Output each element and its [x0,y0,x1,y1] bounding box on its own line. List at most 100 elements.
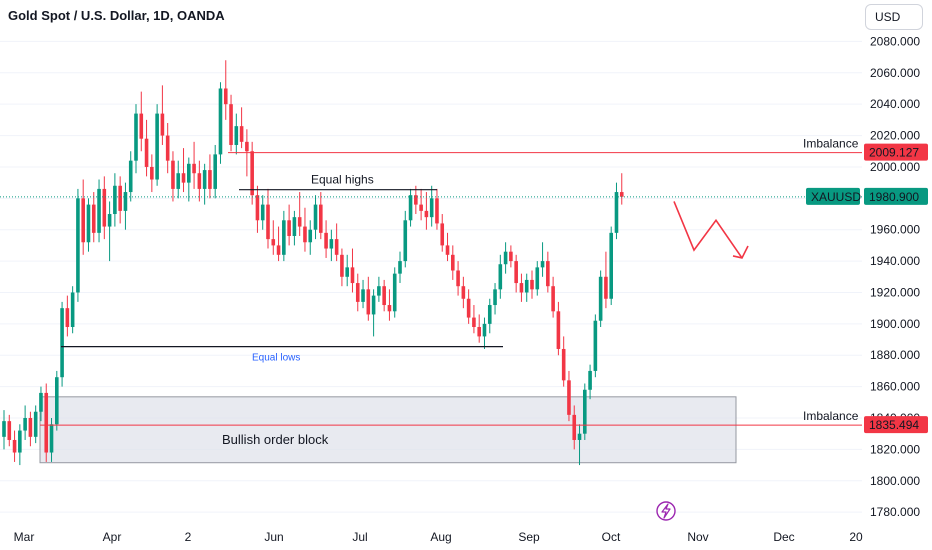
price-tick-label: 1800.000 [870,474,920,488]
projection-arrow-head [732,245,749,259]
candles-layer [2,60,624,466]
candle-body [487,305,492,324]
symbol-tag-label: XAUUSD [811,190,861,204]
candle-body [65,308,70,327]
candle-body [440,223,445,246]
candle-body [424,210,429,218]
candle-body [377,286,381,296]
candle-body [604,276,608,299]
imbalance-upper-price-value: 2009.127 [869,146,919,160]
candle-body [70,292,75,327]
candle-body [392,273,397,312]
price-tick-label: 1940.000 [870,254,920,268]
candle-body [271,239,276,246]
candle-body [239,126,244,142]
candle-body [503,251,508,265]
candle-body [514,261,518,284]
candle-body [429,198,434,218]
candle-body [466,298,471,318]
candle-body [213,154,217,189]
candle-body [102,188,107,227]
candle-body [134,113,138,161]
imbalance-lower-price-value: 1835.494 [869,418,919,432]
imbalance-upper-label: Imbalance [803,137,859,151]
candle-body [49,424,54,453]
candle-body [472,317,476,327]
candle-body [234,126,239,145]
candle-body [18,430,22,453]
candle-body [250,151,254,196]
candle-body [39,392,43,412]
current-price-tag: 1980.900 [864,187,928,205]
candle-body [598,276,603,321]
candle-body [44,392,49,453]
lightning-icon[interactable] [656,501,676,521]
candle-body [139,113,144,139]
chart-title: Gold Spot / U.S. Dollar, 1D, OANDA [8,8,225,23]
candle-body [223,88,228,105]
candle-body [445,245,450,255]
time-axis[interactable]: Mar Apr 2 Jun Jul Aug Sep Oct Nov Dec 20 [14,530,863,544]
candle-body [23,418,27,431]
candle-body [361,289,365,302]
price-tick-label: 1920.000 [870,285,920,299]
current-price-value: 1980.900 [869,190,919,204]
candle-body [313,204,318,230]
price-tick-label: 2020.000 [870,129,920,143]
candle-body [60,308,64,378]
candle-body [477,326,481,337]
candle-body [97,188,101,233]
candle-body [107,214,112,227]
candle-body [303,226,307,243]
candle-body [319,204,323,233]
candle-body [155,113,159,180]
price-axis[interactable]: 1780.0001800.0001820.0001840.0001860.000… [870,34,920,519]
candle-body [530,279,534,290]
projection-arrow-path [673,201,743,259]
price-tick-label: 1960.000 [870,223,920,237]
candle-body [118,185,122,211]
candle-body [419,204,423,211]
candle-body [91,204,96,233]
candle-body [282,220,286,255]
candle-body [609,232,613,299]
candle-body [292,217,297,236]
candle-body [181,173,186,183]
currency-selector-button[interactable]: USD [865,4,923,30]
candle-body [324,232,328,249]
candle-body [567,380,571,415]
candle-body [371,295,376,315]
candle-body [540,261,545,268]
time-tick-label: Aug [430,530,451,544]
candle-body [329,239,334,249]
price-tick-label: 2080.000 [870,34,920,48]
time-tick-label: 2 [185,530,192,544]
order-block-zone [39,396,737,464]
equal-lows-label: Equal lows [252,353,300,364]
time-tick-label: Dec [773,530,794,544]
imbalance-lower-price-tag: 1835.494 [864,416,928,434]
candle-body [229,104,233,145]
imbalance-lower-label: Imbalance [803,409,859,423]
candle-body [12,439,17,453]
time-tick-label: Jun [264,530,283,544]
candle-body [519,283,524,293]
candle-body [561,348,566,381]
price-tick-label: 1820.000 [870,442,920,456]
candle-body [176,173,181,189]
price-tick-label: 2060.000 [870,66,920,80]
candle-body [28,418,33,437]
candle-body [588,370,592,390]
candle-body [287,220,291,236]
candle-body [113,185,117,215]
candle-body [498,264,503,290]
candle-body [461,286,466,299]
candle-body [414,195,418,205]
candle-body [197,173,202,189]
candle-body [2,421,6,437]
candle-body [408,195,413,221]
candle-body [535,267,540,290]
candle-body [86,204,91,243]
candle-body [345,267,349,277]
